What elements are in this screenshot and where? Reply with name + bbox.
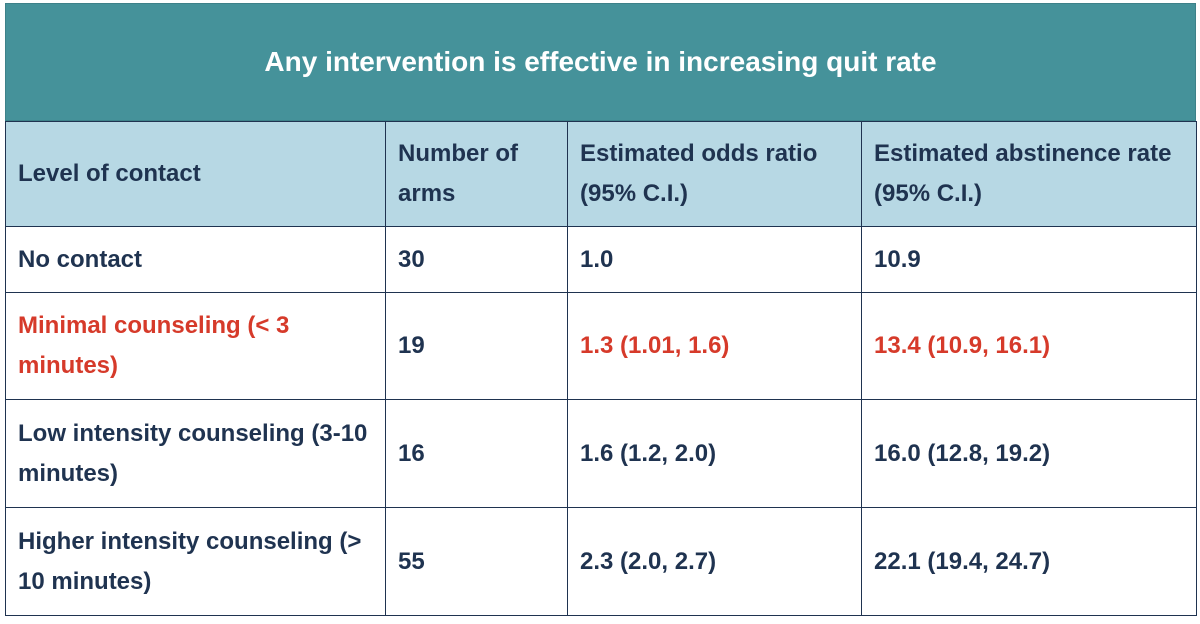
results-table: Level of contact Number of arms Estimate… bbox=[5, 121, 1197, 616]
table-title: Any intervention is effective in increas… bbox=[5, 3, 1196, 121]
cell-abstinence: 10.9 bbox=[861, 226, 1197, 293]
header-abstinence: Estimated abstinence rate (95% C.I.) bbox=[861, 121, 1197, 227]
cell-odds: 2.3 (2.0, 2.7) bbox=[567, 507, 862, 616]
cell-abstinence: 22.1 (19.4, 24.7) bbox=[861, 507, 1197, 616]
table-card: Any intervention is effective in increas… bbox=[5, 3, 1197, 616]
header-level: Level of contact bbox=[5, 121, 386, 227]
cell-arms: 19 bbox=[385, 292, 568, 400]
cell-arms: 16 bbox=[385, 399, 568, 508]
cell-odds: 1.3 (1.01, 1.6) bbox=[567, 292, 862, 400]
table-row: Minimal counseling (< 3 minutes) 19 1.3 … bbox=[5, 292, 1197, 400]
table-row: No contact 30 1.0 10.9 bbox=[5, 226, 1197, 293]
cell-arms: 55 bbox=[385, 507, 568, 616]
cell-abstinence: 16.0 (12.8, 19.2) bbox=[861, 399, 1197, 508]
table-row: Low intensity counseling (3-10 minutes) … bbox=[5, 399, 1197, 508]
cell-level: Higher intensity counseling (> 10 minute… bbox=[5, 507, 386, 616]
cell-odds: 1.0 bbox=[567, 226, 862, 293]
cell-odds: 1.6 (1.2, 2.0) bbox=[567, 399, 862, 508]
header-row: Level of contact Number of arms Estimate… bbox=[5, 121, 1197, 227]
cell-level: No contact bbox=[5, 226, 386, 293]
header-arms: Number of arms bbox=[385, 121, 568, 227]
cell-arms: 30 bbox=[385, 226, 568, 293]
table-row: Higher intensity counseling (> 10 minute… bbox=[5, 507, 1197, 616]
header-odds: Estimated odds ratio (95% C.I.) bbox=[567, 121, 862, 227]
cell-level: Low intensity counseling (3-10 minutes) bbox=[5, 399, 386, 508]
cell-level: Minimal counseling (< 3 minutes) bbox=[5, 292, 386, 400]
cell-abstinence: 13.4 (10.9, 16.1) bbox=[861, 292, 1197, 400]
